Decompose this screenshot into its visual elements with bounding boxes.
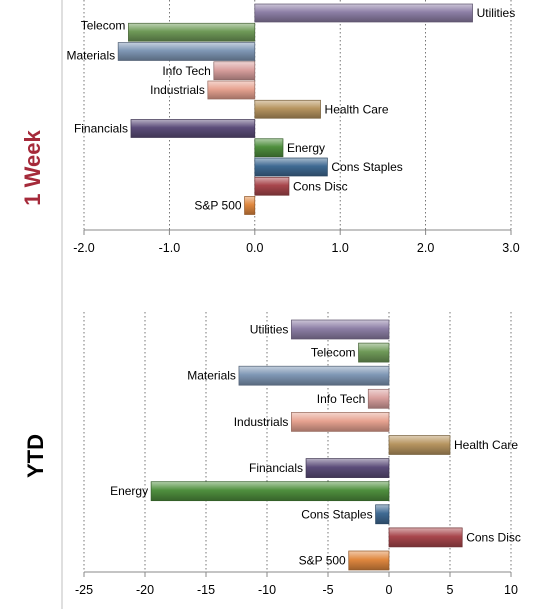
week-bar-cons-disc (254, 176, 290, 196)
week-tick-label: 0.0 (246, 241, 263, 255)
ytd-label-cons-staples: Cons Staples (301, 507, 372, 521)
ytd-tick-label: -25 (75, 583, 93, 597)
week-tick-label: 2.0 (417, 241, 434, 255)
ytd-bar-sandp-500 (348, 550, 390, 571)
ytd-label-info-tech: Info Tech (317, 392, 365, 406)
ytd-tick-label: -5 (322, 583, 333, 597)
chart-1-week-title: 1 Week (20, 130, 45, 206)
ytd-bar-utilities (291, 319, 390, 340)
week-label-financials: Financials (74, 122, 128, 136)
chart-ytd: YTD Utilities Telecom Materials Info Tech In… (23, 312, 521, 597)
ytd-bar-telecom (358, 342, 390, 363)
ytd-label-materials: Materials (187, 369, 236, 383)
chart-1-week-bars (117, 3, 473, 215)
week-label-energy: Energy (287, 141, 325, 155)
chart-1-week-x-axis: -2.0 -1.0 0.0 1.0 2.0 3.0 (73, 229, 520, 255)
week-label-cons-disc: Cons Disc (293, 179, 348, 193)
week-bar-industrials (207, 80, 256, 100)
week-bar-financials (130, 119, 256, 138)
week-bar-cons-staples (254, 157, 328, 177)
week-label-industrials: Industrials (150, 83, 205, 97)
ytd-label-health-care: Health Care (454, 438, 518, 452)
ytd-tick-label: -15 (197, 583, 215, 597)
chart-ytd-x-axis: -25 -20 -15 -10 -5 0 5 10 (75, 571, 518, 597)
week-label-telecom: Telecom (81, 18, 126, 32)
week-tick-label: 1.0 (332, 241, 349, 255)
chart-ytd-bars (150, 319, 463, 571)
ytd-bar-materials (238, 365, 390, 386)
ytd-label-utilities: Utilities (250, 323, 289, 337)
chart-1-week: 1 Week Utilities Telecom Materials Info Tec… (20, 0, 520, 255)
week-bar-info-tech (213, 61, 256, 81)
ytd-label-industrials: Industrials (234, 415, 289, 429)
week-bar-energy (254, 138, 284, 158)
ytd-tick-label: 5 (447, 583, 454, 597)
week-label-info-tech: Info Tech (162, 64, 210, 78)
ytd-label-energy: Energy (110, 484, 148, 498)
ytd-label-financials: Financials (249, 461, 303, 475)
week-label-materials: Materials (66, 49, 115, 63)
ytd-label-cons-disc: Cons Disc (466, 530, 521, 544)
chart-1-week-bar-labels: Utilities Telecom Materials Info Tech Indust… (66, 6, 515, 213)
chart-ytd-title: YTD (23, 434, 48, 478)
ytd-tick-label: 10 (504, 583, 518, 597)
ytd-bar-energy (150, 481, 390, 502)
ytd-tick-label: 0 (386, 583, 393, 597)
week-bar-sandp-500 (244, 196, 256, 215)
chart-ytd-bar-labels: Utilities Telecom Materials Info Tech Indust… (110, 323, 521, 568)
week-tick-label: 3.0 (502, 241, 519, 255)
ytd-tick-label: -20 (136, 583, 154, 597)
week-tick-label: -2.0 (73, 241, 95, 255)
week-label-health-care: Health Care (325, 102, 389, 116)
week-bar-materials (117, 42, 256, 61)
ytd-bar-info-tech (367, 388, 390, 409)
ytd-bar-industrials (291, 412, 390, 432)
ytd-label-sandp-500: S&P 500 (299, 554, 346, 568)
ytd-bar-financials (305, 458, 390, 478)
ytd-bar-health-care (388, 435, 451, 455)
week-bar-utilities (254, 3, 473, 23)
week-label-sandp-500: S&P 500 (194, 199, 241, 213)
week-tick-label: -1.0 (159, 241, 181, 255)
week-label-utilities: Utilities (477, 6, 516, 20)
ytd-label-telecom: Telecom (311, 346, 356, 360)
week-bar-telecom (128, 22, 256, 42)
ytd-tick-label: -10 (258, 583, 276, 597)
week-label-cons-staples: Cons Staples (331, 160, 402, 174)
week-bar-health-care (254, 99, 321, 119)
ytd-bar-cons-staples (375, 504, 390, 525)
ytd-bar-cons-disc (388, 527, 463, 548)
